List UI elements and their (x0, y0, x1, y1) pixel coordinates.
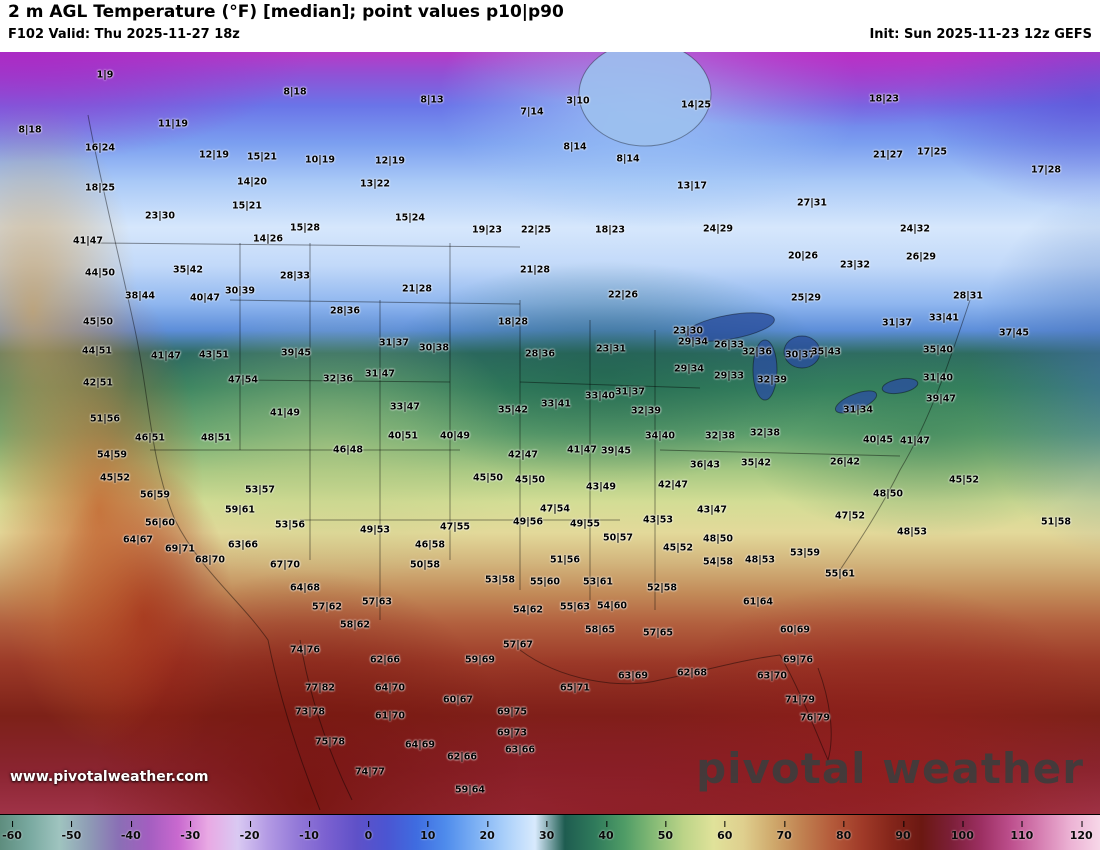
colorbar-tick-label: 20 (479, 821, 495, 842)
colorbar-tick-label: 90 (895, 821, 911, 842)
colorbar-tick-label: 0 (364, 821, 373, 842)
colorbar-ticks: -60 -50 -40 -30 -20 -10 0 10 20 30 40 50 60 70 80 90 100… (0, 815, 1100, 850)
colorbar-tick-label: -50 (61, 821, 82, 842)
colorbar-tick-label: 110 (1010, 821, 1034, 842)
colorbar-tick-label: -20 (239, 821, 260, 842)
colorbar-tick-label: 60 (717, 821, 733, 842)
map-title: 2 m AGL Temperature (°F) [median]; point… (8, 2, 564, 22)
colorbar-tick-label: -40 (120, 821, 141, 842)
map-borders-overlay (87, 52, 971, 811)
colorbar-tick-label: 120 (1069, 821, 1093, 842)
site-watermark: www.pivotalweather.com (10, 769, 209, 785)
colorbar-tick-label: 70 (776, 821, 792, 842)
colorbar-tick-label: 80 (835, 821, 852, 842)
colorbar-tick-label: 50 (657, 821, 674, 842)
brand-watermark: pivotal weather (696, 744, 1084, 793)
colorbar-gradient (0, 815, 1100, 850)
colorbar-tick-label: 100 (950, 821, 974, 842)
colorbar-tick-label: -60 (2, 821, 22, 842)
temperature-colorbar: -60 -50 -40 -30 -20 -10 0 10 20 30 40 50 60 70 80 90 100… (0, 814, 1100, 850)
colorbar-tick-label: 30 (538, 821, 555, 842)
colorbar-tick-label: 10 (420, 821, 436, 842)
init-time-label: Init: Sun 2025-11-23 12z GEFS (869, 27, 1092, 42)
map-header: 2 m AGL Temperature (°F) [median]; point… (0, 0, 1100, 54)
colorbar-tick-label: -10 (299, 821, 319, 842)
colorbar-tick-label: 40 (598, 821, 614, 842)
temperature-map-canvas: www.pivotalweather.com pivotal weather (0, 52, 1100, 815)
valid-time-label: F102 Valid: Thu 2025-11-27 18z (8, 27, 240, 42)
colorbar-tick-label: -30 (180, 821, 201, 842)
